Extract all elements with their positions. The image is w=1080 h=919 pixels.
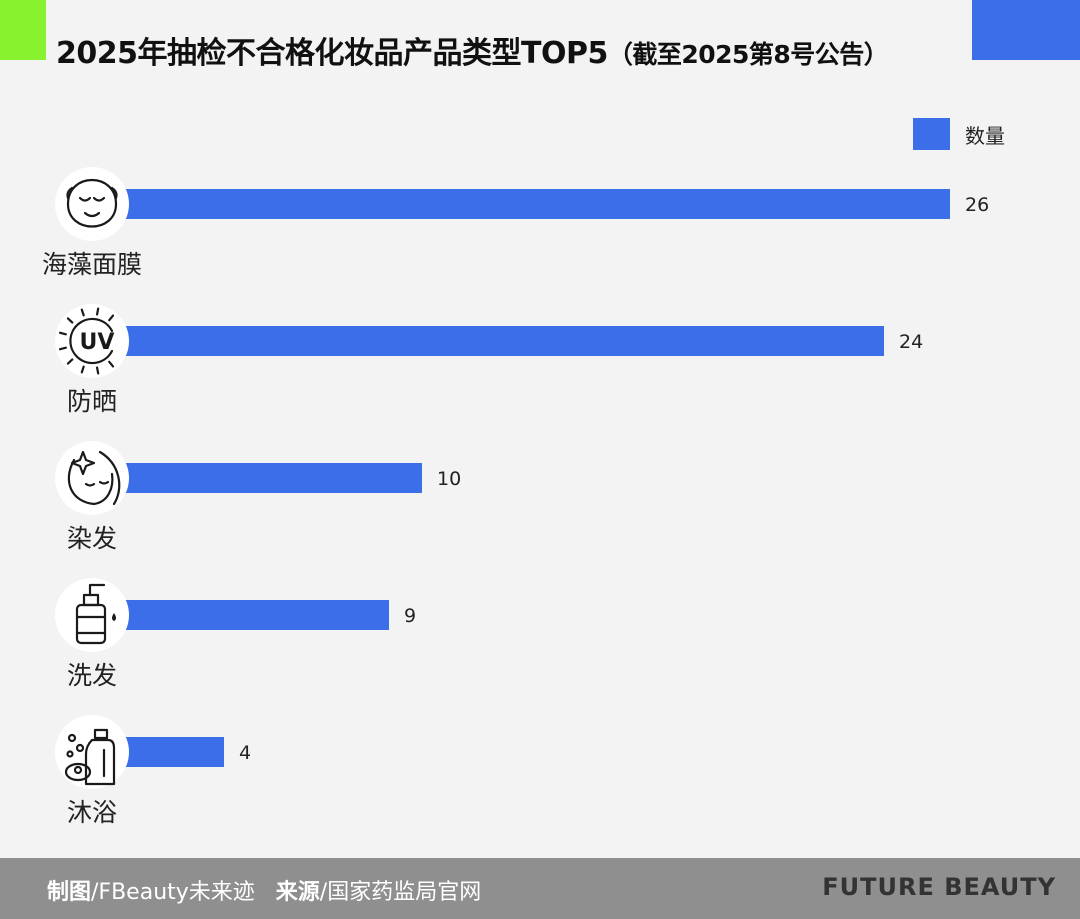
footer-maker-label: 制图 [47,880,92,905]
svg-text:UV: UV [80,330,115,355]
icon-badge-4 [55,715,129,789]
chart-title-main: 2025年抽检不合格化妆品产品类型TOP5 [56,36,608,71]
value-label-1: 24 [899,331,923,353]
footer-maker-value: /FBeauty未来迹 [91,880,255,905]
bar-3 [92,600,389,630]
hair-dye-face-icon [67,450,121,506]
footer-source-value: /国家药监局官网 [319,880,482,905]
uv-sun-icon: UV [58,307,115,375]
legend: 数量 [913,118,1005,150]
value-label-0: 26 [965,194,989,216]
bar-1 [92,326,884,356]
footer-brand: FUTURE BEAUTY [822,873,1056,901]
chart-title: 2025年抽检不合格化妆品产品类型TOP5（截至2025第8号公告） [56,28,976,72]
corner-accent-green [0,0,46,60]
category-label-2: 染发 [67,524,117,553]
icon-badge-0 [55,167,129,241]
value-label-4: 4 [239,742,251,764]
bath-bottle-soap-icon [64,728,116,786]
footer-source-label: 来源 [275,880,320,905]
icon-badge-3 [55,578,129,652]
icon-badge-1 [55,304,129,378]
legend-label: 数量 [965,123,1005,148]
legend-swatch [913,118,950,150]
shampoo-bottle-icon [75,583,116,645]
footer-credits: 制图/FBeauty未来迹 来源/国家药监局官网 [47,874,481,906]
category-label-3: 洗发 [67,661,117,690]
category-label-0: 海藻面膜 [42,250,142,279]
face-mask-icon [66,179,118,228]
category-label-4: 沐浴 [67,798,117,827]
value-label-3: 9 [404,605,416,627]
corner-accent-blue [972,0,1080,60]
footer: 制图/FBeauty未来迹 来源/国家药监局官网 FUTURE BEAUTY [0,858,1080,919]
bar-2 [92,463,422,493]
bar-0 [92,189,950,219]
chart-title-note: （截至2025第8号公告） [607,40,889,69]
category-label-1: 防晒 [67,387,117,416]
value-label-2: 10 [437,468,461,490]
